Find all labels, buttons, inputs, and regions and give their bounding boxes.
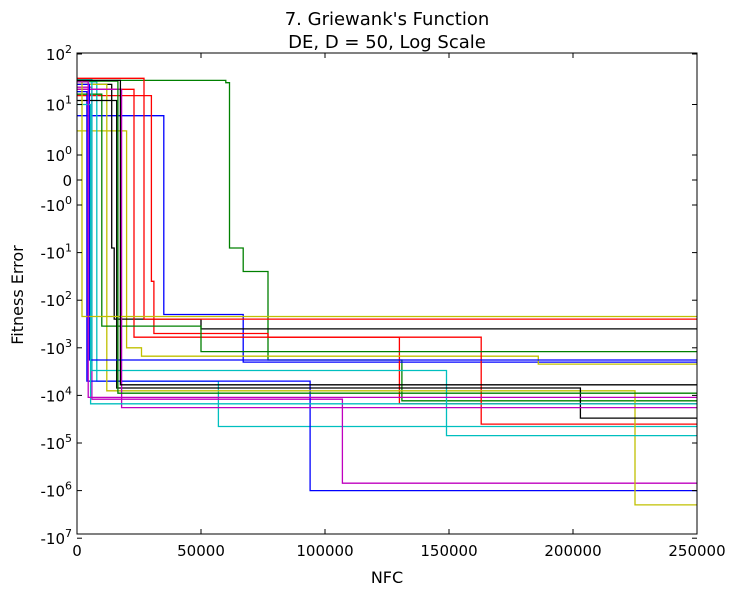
chart-title-line2: DE, D = 50, Log Scale <box>288 32 486 53</box>
y-tick-label: -105 <box>41 432 73 453</box>
x-tick-label: 200000 <box>544 542 601 560</box>
series-line-11 <box>77 93 697 353</box>
y-tick-label: -100 <box>41 194 73 215</box>
y-tick-label: -102 <box>41 289 73 310</box>
y-axis-label: Fitness Error <box>8 245 27 345</box>
series-line-14 <box>77 88 697 409</box>
series-line-20 <box>77 79 697 386</box>
series-line-17 <box>77 80 697 394</box>
series-line-8 <box>77 88 697 425</box>
y-tick-label: 102 <box>46 43 72 64</box>
y-tick-label: -103 <box>41 337 73 358</box>
chart-title-line1: 7. Griewank's Function <box>285 9 490 30</box>
series-line-5 <box>77 83 697 330</box>
x-tick-label: 50000 <box>177 542 225 560</box>
series-line-6 <box>77 81 697 428</box>
y-tick-label: 101 <box>46 94 72 115</box>
x-tick-label: 0 <box>72 542 82 560</box>
x-tick-label: 150000 <box>420 542 477 560</box>
series-line-18 <box>77 103 697 405</box>
series-line-15 <box>77 77 697 320</box>
series-line-16 <box>77 83 697 361</box>
y-tick-label: -106 <box>41 480 73 501</box>
series-line-9 <box>77 90 697 492</box>
series-line-1 <box>77 79 697 402</box>
y-tick-label: -101 <box>41 242 73 263</box>
x-tick-label: 250000 <box>668 542 725 560</box>
series-line-21 <box>77 81 697 399</box>
series-line-13 <box>77 99 697 419</box>
series-layer <box>77 77 697 506</box>
series-line-4 <box>77 130 697 365</box>
tick-layer: 0 50000 100000 150000 200000 250000 102 101 100 0… <box>41 43 726 560</box>
y-tick-label: -104 <box>41 384 73 405</box>
x-axis-label: NFC <box>371 568 403 587</box>
series-line-2 <box>77 115 697 363</box>
y-tick-label: -107 <box>41 527 73 548</box>
y-tick-label: 0 <box>62 172 72 190</box>
series-line-3 <box>77 94 697 405</box>
series-line-12 <box>77 78 697 437</box>
plot-frame <box>76 52 698 535</box>
y-tick-label: 100 <box>46 144 72 165</box>
series-line-19 <box>77 79 697 318</box>
series-line-10 <box>77 83 697 506</box>
x-tick-label: 100000 <box>296 542 353 560</box>
